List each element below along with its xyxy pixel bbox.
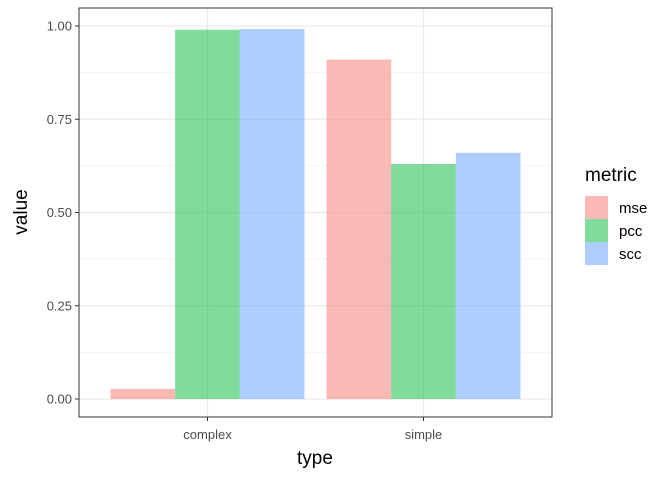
- legend-label-pcc: pcc: [619, 223, 643, 240]
- bar-complex-pcc: [175, 29, 240, 399]
- y-tick-label: 0.00: [47, 392, 72, 407]
- legend-title: metric: [585, 165, 637, 186]
- bar-complex-scc: [239, 28, 305, 399]
- y-tick-label: 1.00: [47, 19, 72, 34]
- bar-simple-mse: [326, 59, 392, 399]
- y-axis-title: value: [11, 189, 32, 234]
- y-tick-label: 0.75: [47, 112, 72, 127]
- y-tick-label: 0.50: [47, 205, 72, 220]
- y-axis: 0.00 0.25 0.50 0.75 1.00: [47, 19, 79, 407]
- legend-key-mse: [585, 196, 608, 219]
- bar-simple-scc: [455, 152, 521, 399]
- bar-simple-pcc: [391, 164, 456, 399]
- legend-label-scc: scc: [619, 246, 642, 263]
- bar-complex-mse: [110, 388, 176, 399]
- x-tick-label: simple: [405, 427, 443, 442]
- legend-key-scc: [585, 242, 608, 265]
- legend: metric mse pcc scc: [585, 165, 647, 265]
- x-tick-label: complex: [183, 427, 232, 442]
- bars: [110, 28, 521, 399]
- legend-label-mse: mse: [619, 200, 647, 217]
- x-axis: complex simple: [183, 417, 442, 442]
- x-axis-title: type: [297, 448, 333, 469]
- legend-key-pcc: [585, 219, 608, 242]
- y-tick-label: 0.25: [47, 298, 72, 313]
